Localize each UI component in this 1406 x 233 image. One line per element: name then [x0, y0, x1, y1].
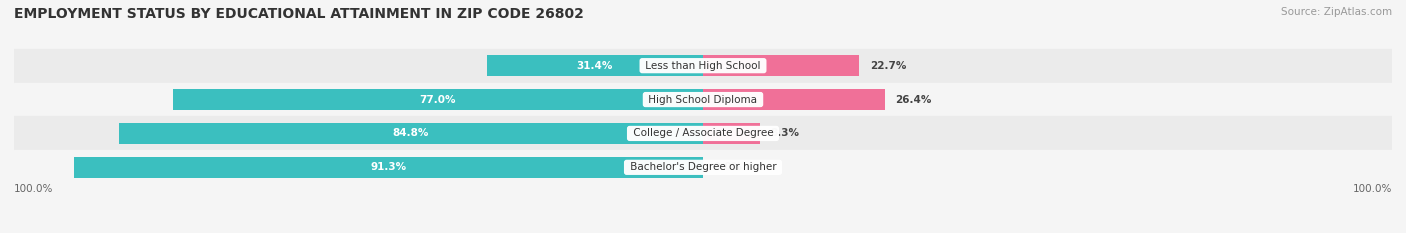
- Bar: [14, 150, 1392, 184]
- Text: Bachelor's Degree or higher: Bachelor's Degree or higher: [627, 162, 779, 172]
- Bar: [703, 89, 884, 110]
- Bar: [173, 89, 703, 110]
- Text: Source: ZipAtlas.com: Source: ZipAtlas.com: [1281, 7, 1392, 17]
- Text: EMPLOYMENT STATUS BY EDUCATIONAL ATTAINMENT IN ZIP CODE 26802: EMPLOYMENT STATUS BY EDUCATIONAL ATTAINM…: [14, 7, 583, 21]
- Text: 91.3%: 91.3%: [370, 162, 406, 172]
- Text: 100.0%: 100.0%: [14, 184, 53, 194]
- Bar: [75, 157, 703, 178]
- Bar: [14, 83, 1392, 116]
- Bar: [703, 123, 761, 144]
- Text: 0.0%: 0.0%: [713, 162, 742, 172]
- Bar: [118, 123, 703, 144]
- Text: 31.4%: 31.4%: [576, 61, 613, 71]
- Text: Less than High School: Less than High School: [643, 61, 763, 71]
- Bar: [486, 55, 703, 76]
- Text: High School Diploma: High School Diploma: [645, 95, 761, 105]
- Text: 8.3%: 8.3%: [770, 128, 800, 138]
- Text: 77.0%: 77.0%: [419, 95, 456, 105]
- Text: 26.4%: 26.4%: [896, 95, 932, 105]
- Bar: [14, 49, 1392, 83]
- Bar: [703, 55, 859, 76]
- Bar: [14, 116, 1392, 150]
- Text: College / Associate Degree: College / Associate Degree: [630, 128, 776, 138]
- Text: 100.0%: 100.0%: [1353, 184, 1392, 194]
- Text: 84.8%: 84.8%: [392, 128, 429, 138]
- Text: 22.7%: 22.7%: [870, 61, 905, 71]
